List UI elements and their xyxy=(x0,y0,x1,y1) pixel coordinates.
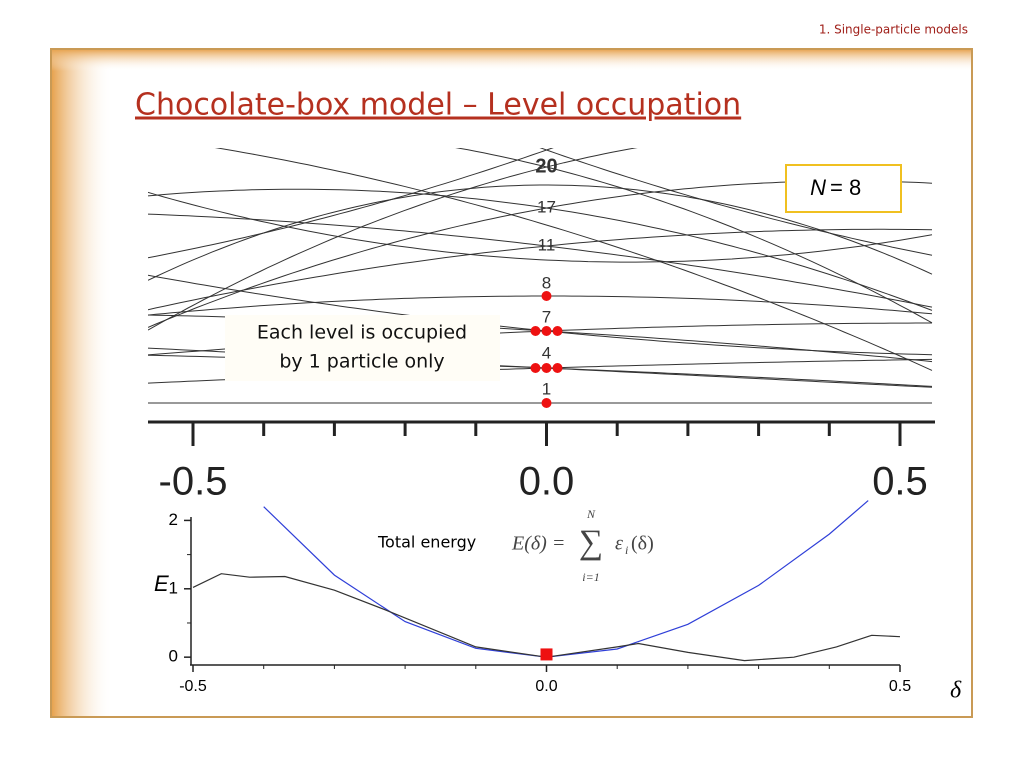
level-curve xyxy=(148,148,554,259)
level-curve xyxy=(148,295,933,316)
level-tick-label: 0.5 xyxy=(872,460,928,504)
n-value: = 8 xyxy=(830,175,861,200)
note-box xyxy=(225,315,500,381)
x-axis-label: δ xyxy=(950,678,962,704)
level-label: 20 xyxy=(535,155,557,177)
note-line: by 1 particle only xyxy=(279,351,444,373)
formula-summand: ε xyxy=(615,533,623,555)
level-curve xyxy=(539,148,933,256)
slide-title: Chocolate-box model – Level occupation xyxy=(135,88,741,123)
y-tick-label: 0 xyxy=(169,647,178,666)
particle xyxy=(530,363,541,373)
note-line: Each level is occupied xyxy=(257,322,467,344)
formula-lower: i=1 xyxy=(582,570,599,584)
y-tick-label: 1 xyxy=(169,578,178,597)
y-tick-label: 2 xyxy=(169,510,178,529)
particle xyxy=(541,291,552,301)
level-curve xyxy=(148,228,933,311)
frame-band-left xyxy=(51,49,113,717)
particle xyxy=(552,326,563,336)
particle xyxy=(530,326,541,336)
level-label: 8 xyxy=(542,273,551,292)
level-label: 17 xyxy=(537,197,556,216)
formula-upper: N xyxy=(586,507,596,521)
formula-arg: (δ) xyxy=(631,533,654,555)
level-label: 7 xyxy=(542,307,551,326)
frame xyxy=(50,48,973,718)
level-curve xyxy=(148,148,638,331)
energy-line xyxy=(263,500,869,658)
level-label: 1 xyxy=(542,379,551,398)
level-curve xyxy=(214,148,933,371)
formula-lhs: E(δ) = xyxy=(511,533,565,555)
particle xyxy=(541,363,552,373)
x-tick-label: -0.5 xyxy=(179,678,207,695)
level-curve xyxy=(148,191,933,263)
level-curve xyxy=(455,148,933,324)
formula-sum: ∑ xyxy=(579,524,603,561)
n-symbol: N xyxy=(810,175,826,200)
section-header: 1. Single-particle models xyxy=(819,23,968,37)
level-label: 11 xyxy=(538,235,556,254)
x-tick-label: 0.0 xyxy=(535,678,557,695)
formula: E(δ) = ∑ N i=1 ε i (δ) xyxy=(511,507,654,584)
particle xyxy=(541,326,552,336)
level-curve xyxy=(148,188,933,311)
level-label: 4 xyxy=(542,343,551,362)
frame-band-top xyxy=(51,49,972,71)
level-curve xyxy=(148,184,933,281)
energy-line xyxy=(192,573,901,662)
y-axis-label: E xyxy=(154,571,169,596)
particle xyxy=(552,363,563,373)
n-box xyxy=(785,164,902,213)
particle xyxy=(541,398,552,408)
formula-index: i xyxy=(625,543,628,557)
annotation: Total energy xyxy=(377,533,476,552)
minimum-marker xyxy=(540,648,553,661)
level-tick-label: 0.0 xyxy=(519,460,575,504)
x-tick-label: 0.5 xyxy=(889,678,911,695)
level-curve xyxy=(148,213,933,308)
level-tick-label: -0.5 xyxy=(159,460,228,504)
